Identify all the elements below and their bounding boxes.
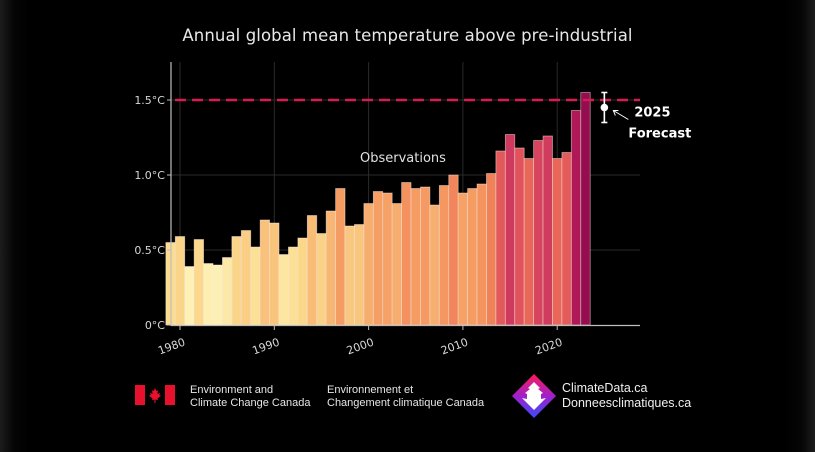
agency-name-en: Environment and Climate Change Canada <box>190 384 310 410</box>
x-tick-label: 2020 <box>533 336 564 358</box>
bar-2022 <box>570 110 582 326</box>
bar-1995 <box>316 233 327 326</box>
bar-1987 <box>240 230 252 326</box>
forecast-group: 2025 Forecast <box>600 91 691 142</box>
forecast-text-label: Forecast <box>628 127 691 142</box>
bar-2011 <box>467 188 478 326</box>
agency-en-line1: Environment and <box>190 384 274 396</box>
bar-2001 <box>372 191 384 326</box>
observations-label: Observations <box>360 151 446 166</box>
bar-1998 <box>344 225 355 326</box>
bar-1986 <box>231 236 242 326</box>
agency-fr-line2: Changement climatique Canada <box>327 397 485 409</box>
forecast-arrow <box>613 110 629 120</box>
agency-fr-line1: Environnement et <box>327 384 414 396</box>
bar-2010 <box>457 192 469 326</box>
bar-2000 <box>363 203 374 326</box>
forecast-arrow-head <box>612 110 619 116</box>
bar-1983 <box>203 263 214 326</box>
bar-1993 <box>297 237 308 326</box>
bar-1994 <box>306 215 318 326</box>
canada-flag-icon <box>135 385 175 405</box>
y-tick-label: 1.0°C <box>134 169 165 182</box>
bar-1992 <box>288 246 299 326</box>
bar-2009 <box>448 174 459 326</box>
bar-1999 <box>354 224 365 326</box>
bar-1997 <box>335 188 346 326</box>
bar-2005 <box>410 188 421 326</box>
forecast-point <box>600 103 609 112</box>
bar-1981 <box>184 266 195 326</box>
site-en: ClimateData.ca <box>562 381 648 395</box>
bar-2006 <box>420 186 431 326</box>
bar-1984 <box>212 264 223 326</box>
bar-1991 <box>278 254 289 326</box>
agency-name-fr: Environnement et Changement climatique C… <box>327 384 484 410</box>
bar-2012 <box>476 183 487 326</box>
agency-en-line2: Climate Change Canada <box>190 397 311 409</box>
bar-1988 <box>250 246 261 326</box>
bar-2018 <box>533 140 544 326</box>
bar-2015 <box>504 134 516 326</box>
bar-2007 <box>429 204 440 326</box>
bar-1985 <box>222 257 233 326</box>
bar-2019 <box>542 135 553 326</box>
climatedata-logo-icon <box>512 374 556 418</box>
x-ticks: 1980 1990 2000 2010 2020 <box>156 325 564 357</box>
bar-2004 <box>401 182 412 326</box>
x-tick-label: 1990 <box>251 336 282 358</box>
axes <box>170 62 640 327</box>
x-tick-label: 1980 <box>156 336 187 358</box>
chart-title: Annual global mean temperature above pre… <box>182 26 633 45</box>
bar-2023 <box>580 92 591 326</box>
bar-2003 <box>391 203 403 326</box>
bar-1989 <box>259 219 270 326</box>
climatedata-sites: ClimateData.ca Donneesclimatiques.ca <box>562 381 691 411</box>
bar-2014 <box>495 150 506 326</box>
y-ticks: 0°C 0.5°C 1.0°C 1.5°C <box>134 94 171 332</box>
bar-2013 <box>486 173 497 326</box>
bars <box>165 92 591 326</box>
forecast-year-label: 2025 <box>634 106 670 121</box>
x-tick-label: 2000 <box>345 336 376 358</box>
bar-1996 <box>325 210 336 326</box>
bar-2021 <box>561 152 572 326</box>
y-tick-label: 1.5°C <box>134 94 165 107</box>
y-tick-label: 0.5°C <box>134 244 165 257</box>
bar-2008 <box>438 185 450 326</box>
bar-2016 <box>514 147 525 326</box>
bar-2020 <box>552 158 563 326</box>
bar-2002 <box>382 192 393 326</box>
y-tick-label: 0°C <box>145 319 165 332</box>
bar-1980 <box>174 236 186 326</box>
bar-1990 <box>269 222 280 326</box>
site-fr: Donneesclimatiques.ca <box>562 396 692 410</box>
bar-1982 <box>193 239 204 326</box>
bar-2017 <box>523 158 535 326</box>
x-tick-label: 2010 <box>439 336 470 358</box>
